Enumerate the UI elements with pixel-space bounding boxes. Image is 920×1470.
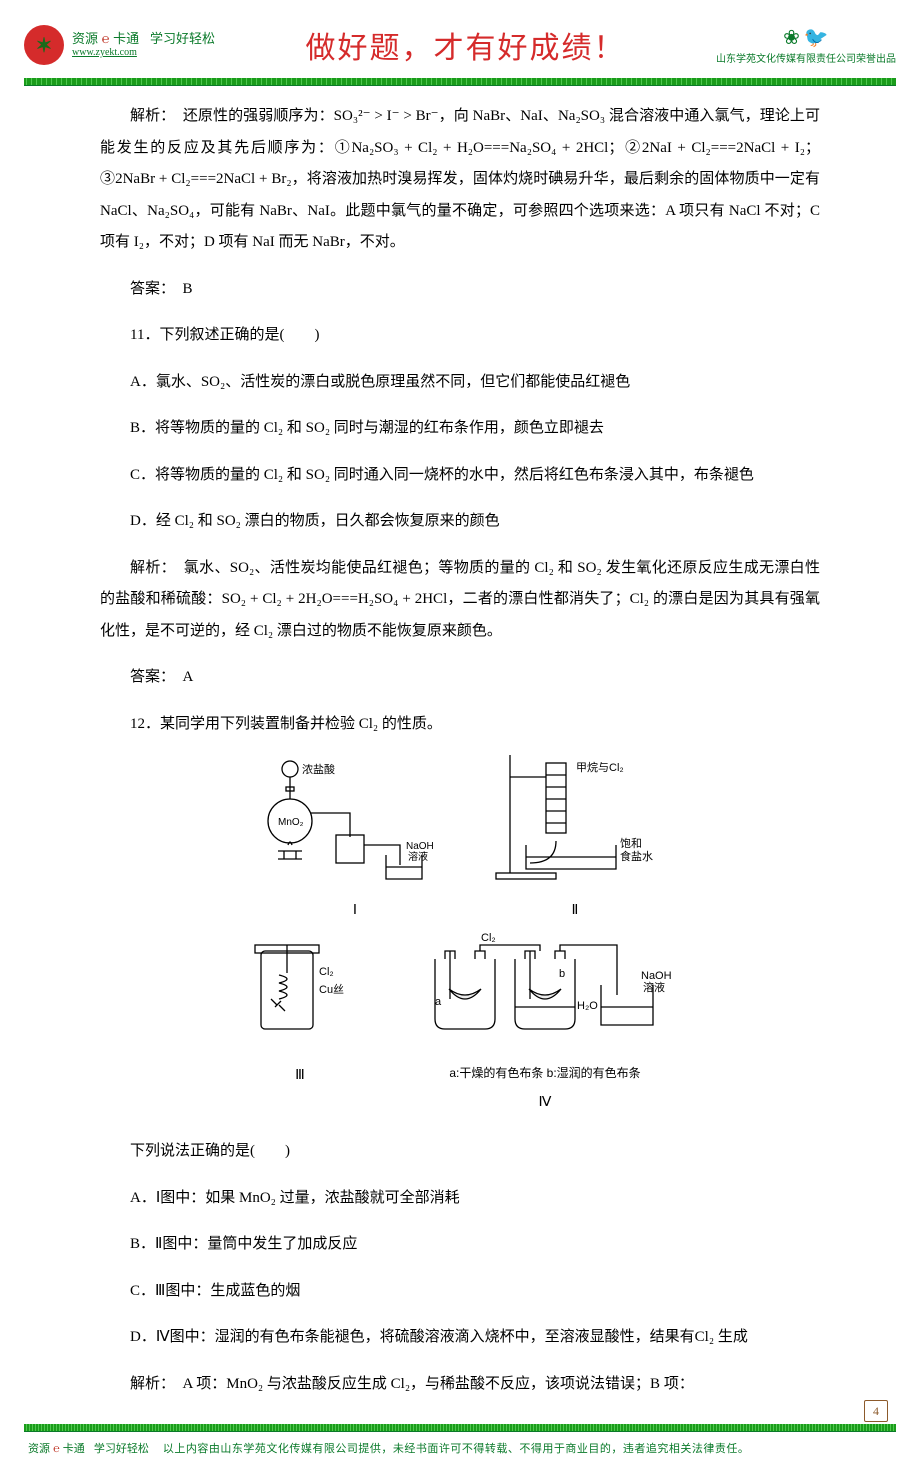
footer-grass-divider	[24, 1424, 896, 1432]
page-footer: 资源 ℮ 卡通 学习好轻松 以上内容由山东学苑文化传媒有限公司提供，未经书面许可…	[0, 1432, 920, 1470]
svg-text:H₂O: H₂O	[577, 1000, 598, 1012]
logo-tagline: 资源 ℮ 卡通 学习好轻松	[72, 31, 215, 47]
apparatus-1-label: Ⅰ	[260, 896, 450, 925]
header-logo-block: ✶ 资源 ℮ 卡通 学习好轻松 www.zyekt.com	[24, 25, 215, 65]
q11-option-b: B．将等物质的量的 Cl₂ 和 SO₂ 同时与潮湿的红布条作用，颜色立即褪去	[100, 413, 820, 445]
explanation-para-1: 解析： 还原性的强弱顺序为：SO₃²⁻ > I⁻ > Br⁻，向 NaBr、Na…	[100, 101, 820, 259]
svg-text:NaOH: NaOH	[641, 970, 672, 982]
apparatus-3: Cl₂ Cu丝 Ⅲ	[235, 929, 365, 1117]
header-right: ❀🐦 山东学苑文化传媒有限责任公司荣誉出品	[716, 25, 896, 65]
tagline-swirl-icon: ℮	[102, 31, 110, 46]
q11-option-d: D．经 Cl₂ 和 SO₂ 漂白的物质，日久都会恢复原来的颜色	[100, 506, 820, 538]
label-conc-hcl: 浓盐酸	[302, 762, 335, 776]
svg-text:a: a	[435, 996, 442, 1008]
tagline-prefix: 资源	[72, 31, 98, 46]
q12-option-d: D．Ⅳ图中：湿润的有色布条能褪色，将硫酸溶液滴入烧杯中，至溶液显酸性，结果有Cl…	[100, 1322, 820, 1354]
diagram-row-1: 浓盐酸 MnO₂	[260, 755, 660, 925]
svg-text:Cl₂: Cl₂	[319, 966, 334, 978]
svg-text:Cl₂: Cl₂	[481, 932, 496, 944]
logo-url: www.zyekt.com	[72, 47, 215, 59]
apparatus-1: 浓盐酸 MnO₂	[260, 755, 450, 925]
apparatus-3-label: Ⅲ	[235, 1061, 365, 1090]
svg-text:甲烷与Cl₂: 甲烷与Cl₂	[576, 760, 624, 774]
apparatus-2-label: Ⅱ	[490, 896, 660, 925]
footer-brand-prefix: 资源	[28, 1443, 50, 1455]
tagline-mid: 卡通	[113, 31, 139, 46]
diagram-row-2: Cl₂ Cu丝 Ⅲ Cl₂ a	[235, 929, 685, 1117]
footer-brand: 资源 ℮ 卡通 学习好轻松	[28, 1440, 149, 1456]
apparatus-4: Cl₂ a	[405, 929, 685, 1117]
publisher-text: 山东学苑文化传媒有限责任公司荣誉出品	[716, 50, 896, 65]
footer-note: 以上内容由山东学苑文化传媒有限公司提供，未经书面许可不得转载、不得用于商业目的，…	[163, 1440, 750, 1456]
page-number-badge: 4	[864, 1400, 888, 1422]
footer-swirl-icon: ℮	[53, 1443, 60, 1455]
bird-decoration-icon: ❀🐦	[783, 25, 829, 50]
svg-text:溶液: 溶液	[408, 850, 428, 863]
apparatus-4-caption: a:干燥的有色布条 b:湿润的有色布条	[405, 1061, 685, 1086]
footer-brand-mid: 卡通	[63, 1443, 85, 1455]
q12-option-c: C．Ⅲ图中：生成蓝色的烟	[100, 1276, 820, 1308]
q12-after-stem: 下列说法正确的是( )	[100, 1136, 820, 1168]
logo-text: 资源 ℮ 卡通 学习好轻松 www.zyekt.com	[72, 31, 215, 59]
svg-text:饱和: 饱和	[620, 836, 642, 850]
apparatus-2: 甲烷与Cl₂ 饱和 食盐水 Ⅱ	[490, 755, 660, 925]
svg-text:MnO₂: MnO₂	[278, 817, 304, 828]
page-header: ✶ 资源 ℮ 卡通 学习好轻松 www.zyekt.com 做好题，才有好成绩！…	[0, 0, 920, 78]
q11-option-c: C．将等物质的量的 Cl₂ 和 SO₂ 同时通入同一烧杯的水中，然后将红色布条浸…	[100, 460, 820, 492]
q11-option-a: A．氯水、SO₂、活性炭的漂白或脱色原理虽然不同，但它们都能使品红褪色	[100, 367, 820, 399]
logo-circle: ✶	[24, 25, 64, 65]
content-body: 解析： 还原性的强弱顺序为：SO₃²⁻ > I⁻ > Br⁻，向 NaBr、Na…	[0, 101, 920, 1400]
svg-text:b: b	[559, 968, 565, 980]
q11-answer: 答案： A	[100, 662, 820, 694]
q12-option-b: B．Ⅱ图中：量筒中发生了加成反应	[100, 1229, 820, 1261]
svg-text:食盐水: 食盐水	[620, 849, 653, 863]
q11-stem: 11．下列叙述正确的是( )	[100, 320, 820, 352]
apparatus-diagram: 浓盐酸 MnO₂	[220, 755, 700, 1121]
svg-text:Cu丝: Cu丝	[319, 983, 344, 996]
footer-brand-suffix: 学习好轻松	[94, 1443, 149, 1455]
tagline-suffix: 学习好轻松	[150, 31, 215, 46]
q12-stem: 12．某同学用下列装置制备并检验 Cl₂ 的性质。	[100, 709, 820, 741]
q12-explanation: 解析： A 项：MnO₂ 与浓盐酸反应生成 Cl₂，与稀盐酸不反应，该项说法错误…	[100, 1369, 820, 1401]
header-slogan: 做好题，才有好成绩！	[215, 23, 716, 67]
answer-line-1: 答案： B	[100, 274, 820, 306]
svg-text:NaOH: NaOH	[406, 841, 434, 852]
header-grass-divider	[24, 78, 896, 86]
svg-text:溶液: 溶液	[643, 980, 665, 994]
q11-explanation: 解析： 氯水、SO₂、活性炭均能使品红褪色；等物质的量的 Cl₂ 和 SO₂ 发…	[100, 553, 820, 648]
page: ✶ 资源 ℮ 卡通 学习好轻松 www.zyekt.com 做好题，才有好成绩！…	[0, 0, 920, 1470]
logo-leaf-icon: ✶	[36, 33, 53, 58]
apparatus-4-label: Ⅳ	[405, 1088, 685, 1117]
q12-option-a: A．Ⅰ图中：如果 MnO₂ 过量，浓盐酸就可全部消耗	[100, 1183, 820, 1215]
